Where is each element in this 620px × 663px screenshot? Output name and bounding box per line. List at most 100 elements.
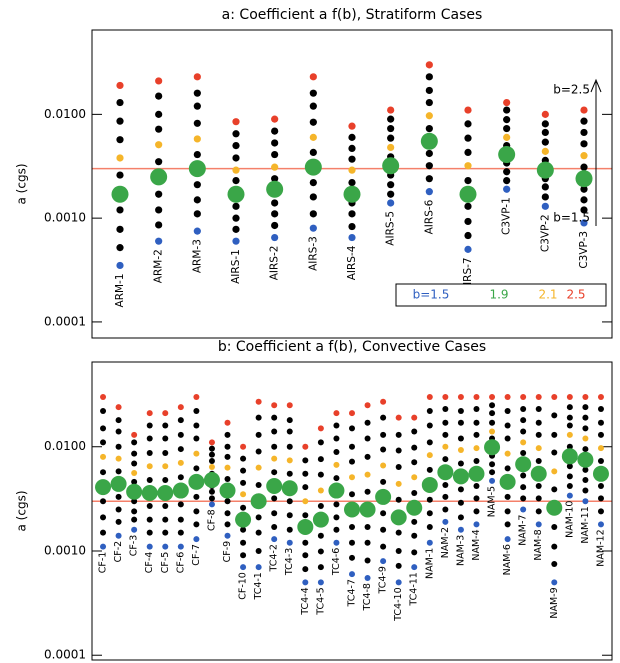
data-point <box>580 140 588 148</box>
data-point <box>464 245 472 253</box>
data-point <box>131 431 138 438</box>
case-label: ARM-3 <box>191 239 203 273</box>
data-point <box>349 443 355 450</box>
data-point <box>411 474 418 481</box>
data-point <box>232 118 240 126</box>
data-point <box>146 516 153 523</box>
data-point <box>582 446 589 453</box>
data-point <box>146 435 153 442</box>
data-point <box>597 495 604 502</box>
data-point <box>442 493 449 500</box>
data-point <box>425 61 433 69</box>
case-label: TC4-2 <box>269 544 280 572</box>
chart-title: a: Coefficient a f(b), Stratiform Cases <box>222 7 483 23</box>
data-point <box>162 450 169 457</box>
data-point <box>333 526 340 533</box>
data-point <box>425 188 433 196</box>
data-point <box>232 214 240 222</box>
data-point <box>580 206 588 214</box>
data-point <box>503 98 511 107</box>
data-point <box>131 469 138 476</box>
data-point <box>464 217 472 226</box>
data-point <box>312 511 329 528</box>
data-point <box>489 461 496 468</box>
data-point <box>530 465 547 482</box>
data-point <box>425 124 433 133</box>
data-point <box>582 425 589 432</box>
data-point <box>146 410 153 417</box>
data-point <box>333 435 340 442</box>
data-point <box>364 471 371 478</box>
data-point <box>364 402 371 409</box>
data-point <box>520 484 527 491</box>
data-point <box>597 406 604 413</box>
data-point <box>395 463 402 470</box>
data-point <box>349 410 355 417</box>
case-label: NAM-1 <box>424 548 435 579</box>
data-point <box>395 431 402 438</box>
data-point <box>541 183 549 191</box>
data-point <box>271 443 278 450</box>
data-point <box>115 518 122 525</box>
case-label: TC4-8 <box>362 583 373 611</box>
data-point <box>597 431 604 438</box>
data-point <box>426 510 433 517</box>
data-point <box>232 202 240 210</box>
data-point <box>255 464 262 471</box>
data-point <box>348 179 356 187</box>
data-point <box>426 439 433 446</box>
data-point <box>343 185 361 203</box>
data-point <box>503 106 511 114</box>
data-point <box>535 406 542 413</box>
data-point <box>333 410 340 417</box>
data-point <box>271 495 278 502</box>
data-point <box>177 529 184 536</box>
data-point <box>235 511 252 528</box>
data-point <box>177 417 184 424</box>
data-point <box>442 443 449 450</box>
case-label: AIRS-7 <box>462 257 474 292</box>
data-point <box>395 414 402 421</box>
data-point <box>271 221 279 230</box>
data-point <box>193 181 201 189</box>
y-tick-label: 0.0100 <box>44 107 86 121</box>
data-point <box>131 516 138 523</box>
data-point <box>115 493 122 500</box>
data-point <box>582 498 589 505</box>
data-point <box>503 177 511 185</box>
data-point <box>457 435 464 442</box>
data-point <box>364 575 371 582</box>
data-point <box>348 133 356 141</box>
data-point <box>317 564 324 571</box>
data-point <box>520 428 527 435</box>
case-label: NAM-5 <box>487 486 498 517</box>
case-label: CF-2 <box>113 541 124 563</box>
data-point <box>224 464 231 471</box>
data-point <box>255 414 262 421</box>
data-point <box>131 460 138 467</box>
data-point <box>271 536 278 543</box>
data-point <box>364 523 371 530</box>
data-point <box>146 463 153 470</box>
data-point <box>541 138 549 146</box>
data-point <box>150 168 168 186</box>
data-point <box>421 476 438 493</box>
data-point <box>193 508 200 515</box>
data-point <box>473 483 480 490</box>
data-point <box>100 408 107 415</box>
data-point <box>116 206 124 214</box>
data-point <box>141 484 158 501</box>
data-point <box>349 539 355 546</box>
data-point <box>348 210 356 218</box>
data-point <box>442 506 449 513</box>
data-point <box>193 196 201 204</box>
data-point <box>193 89 201 97</box>
data-point <box>255 564 262 571</box>
data-point <box>426 422 433 429</box>
data-point <box>464 231 472 240</box>
data-point <box>317 425 324 432</box>
data-point <box>219 482 236 499</box>
data-point <box>457 394 464 401</box>
data-point <box>309 102 317 110</box>
